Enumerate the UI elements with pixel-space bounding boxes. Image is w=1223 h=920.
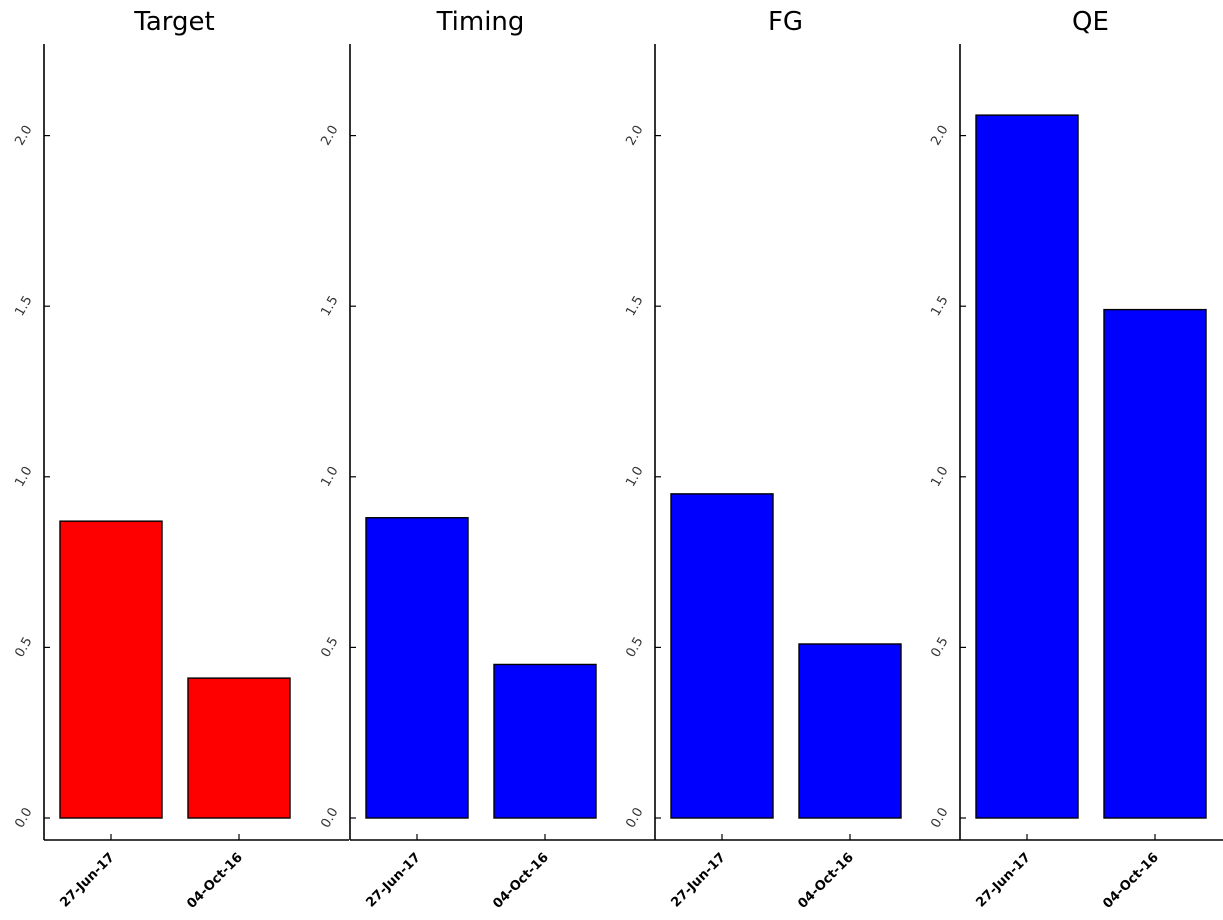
x-tick-label: 04-Oct-16 [184,850,245,911]
panel-title: FG [768,7,803,37]
x-tick-label: 04-Oct-16 [490,850,551,911]
bar-04-oct-16 [1103,308,1207,819]
y-tick-label: 0.5 [12,635,35,660]
y-tick-label: 2.0 [12,123,35,148]
chart-panel-timing: Timing 0.0 0.5 1.0 1.5 2.0 27-Jun-17 04-Oct-16 [318,7,655,912]
chart-panel-fg: FG 0.0 0.5 1.0 1.5 2.0 27-Jun-17 04-Oct-16 [623,7,960,912]
y-tick-label: 2.0 [318,123,341,148]
y-tick-label: 1.0 [928,464,951,489]
chart-panel-target: Target 0.0 0.5 1.0 1.5 2.0 27-Jun-17 04-Oct-16 [12,7,349,912]
panel-title: QE [1072,7,1109,37]
bar-27-jun-17 [365,517,469,819]
bar-27-jun-17 [670,493,774,819]
y-tick-label: 1.5 [318,293,341,318]
x-tick-label: 27-Jun-17 [668,850,728,910]
y-tick-label: 0.0 [623,805,646,830]
y-tick-label: 0.5 [928,635,951,660]
y-tick-label: 0.0 [318,805,341,830]
y-tick-label: 1.0 [12,464,35,489]
x-tick-label: 27-Jun-17 [973,850,1033,910]
y-tick-label: 1.5 [12,293,35,318]
chart-panel-qe: QE 0.0 0.5 1.0 1.5 2.0 27-Jun-17 04-Oct-16 [928,7,1223,912]
x-tick-label: 04-Oct-16 [1100,850,1161,911]
y-tick-label: 1.0 [318,464,341,489]
bar-27-jun-17 [59,520,163,819]
bar-04-oct-16 [493,663,597,819]
y-tick-label: 1.0 [623,464,646,489]
bar-04-oct-16 [798,643,902,819]
y-tick-label: 0.5 [318,635,341,660]
bar-27-jun-17 [975,114,1079,819]
y-tick-label: 1.5 [623,293,646,318]
y-tick-label: 0.5 [623,635,646,660]
x-tick-label: 27-Jun-17 [363,850,423,910]
panel-title: Timing [436,7,525,37]
y-tick-label: 0.0 [12,805,35,830]
x-tick-label: 04-Oct-16 [795,850,856,911]
y-tick-label: 0.0 [928,805,951,830]
y-tick-label: 1.5 [928,293,951,318]
panel-title: Target [133,7,214,37]
y-tick-label: 2.0 [623,123,646,148]
y-tick-label: 2.0 [928,123,951,148]
x-tick-label: 27-Jun-17 [57,850,117,910]
bar-04-oct-16 [187,677,291,819]
